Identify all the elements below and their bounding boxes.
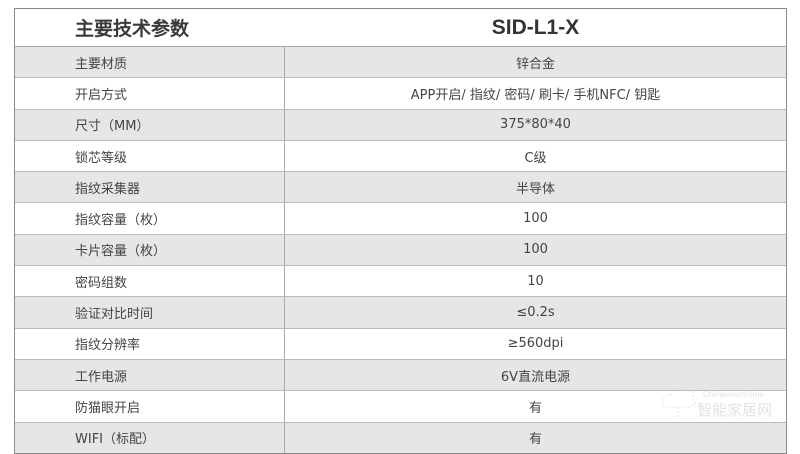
row-label: 密码组数 [15, 266, 285, 297]
row-value: 锌合金 [515, 56, 555, 72]
table-row: 卡片容量（枚） 100 [15, 234, 786, 267]
table-row: 指纹采集器 半导体 [15, 172, 786, 204]
row-value: 100 [523, 242, 548, 258]
row-label: 尺寸（MM） [15, 109, 285, 140]
table-header: 主要技术参数 SID-L1-X [15, 9, 786, 47]
row-label: 卡片容量（枚） [15, 234, 285, 266]
row-label: 指纹采集器 [15, 172, 285, 203]
row-value: 10 [527, 273, 544, 289]
row-value: 375*80*40 [500, 117, 571, 133]
row-value: ≥560dpi [507, 336, 564, 352]
table-row: 锁芯等级 C级 [15, 140, 786, 173]
table-row: 防猫眼开启 有 [15, 391, 786, 423]
row-label: 指纹分辨率 [15, 328, 285, 359]
row-label: 锁芯等级 [15, 140, 285, 172]
row-value: 有 [528, 432, 542, 448]
svg-text:Chinasmarthome: Chinasmarthome [703, 390, 764, 399]
watermark-logo: Chinasmarthome 智能家居网 [655, 383, 775, 426]
row-value: ≤0.2s [516, 305, 555, 321]
table-row: 尺寸（MM） 375*80*40 [15, 109, 786, 141]
table-row: 密码组数 10 [15, 266, 786, 298]
table-row: 开启方式 APP开启/ 指纹/ 密码/ 刷卡/ 手机NFC/ 钥匙 [15, 78, 786, 110]
row-value: APP开启/ 指纹/ 密码/ 刷卡/ 手机NFC/ 钥匙 [410, 87, 661, 103]
row-label: 指纹容量（枚） [15, 203, 285, 234]
row-label: 工作电源 [15, 359, 285, 391]
table-row: 工作电源 6V直流电源 [15, 359, 786, 392]
row-value: 100 [523, 211, 548, 227]
table-row: 验证对比时间 ≤0.2s [15, 297, 786, 329]
row-value: 有 [528, 400, 542, 416]
svg-text:智能家居网: 智能家居网 [697, 401, 772, 419]
row-label: 验证对比时间 [15, 297, 285, 328]
row-value: 半导体 [515, 181, 555, 197]
table-row: 指纹容量（枚） 100 [15, 203, 786, 235]
table-row: WIFI（标配） 有 [15, 422, 786, 453]
row-label: 开启方式 [15, 78, 285, 109]
row-value: 6V直流电源 [500, 369, 571, 385]
table-row: 指纹分辨率 ≥560dpi [15, 328, 786, 360]
table-title: 主要技术参数 [75, 18, 190, 40]
cloud-icon: Chinasmarthome 智能家居网 [661, 388, 772, 420]
row-label: 主要材质 [15, 47, 285, 78]
table-row: 主要材质 锌合金 [15, 47, 786, 79]
model-name: SID-L1-X [491, 15, 580, 39]
spec-table: 主要技术参数 SID-L1-X 主要材质 锌合金开启方式 APP开启/ 指纹/ 密码… [14, 8, 787, 454]
row-value: C级 [524, 150, 547, 166]
row-label: 防猫眼开启 [15, 391, 285, 422]
row-label: WIFI（标配） [15, 422, 285, 453]
